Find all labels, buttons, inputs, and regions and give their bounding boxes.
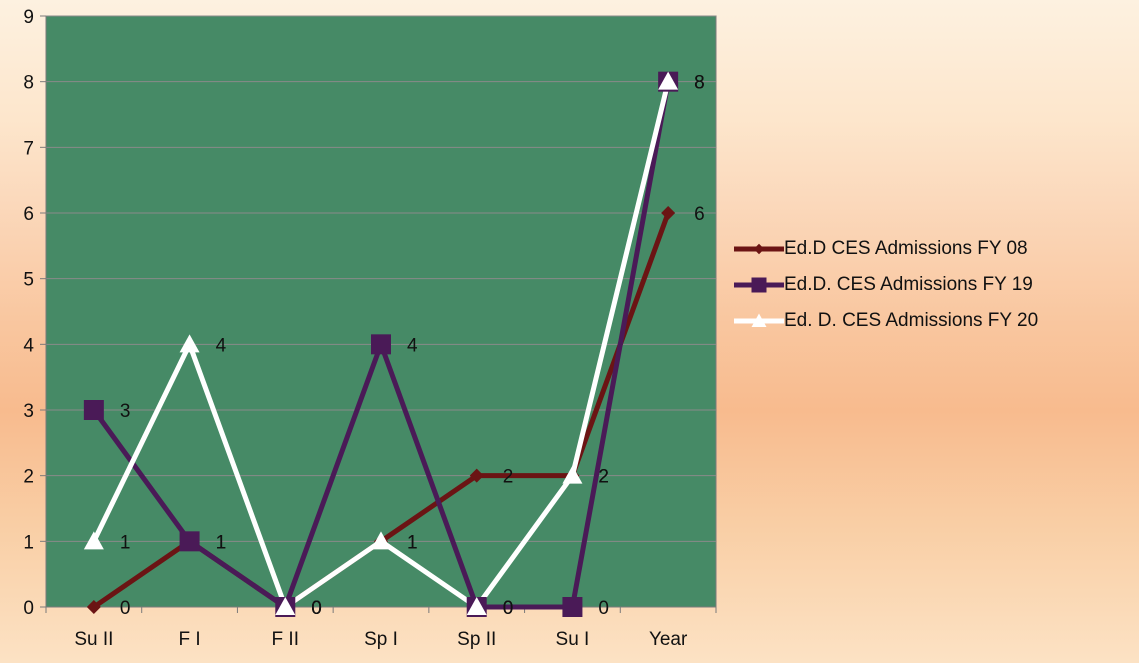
legend-swatch-fy20 <box>734 313 784 327</box>
data-label: 0 <box>311 598 322 619</box>
data-label: 0 <box>503 598 514 619</box>
data-label: 1 <box>407 532 418 553</box>
data-label: 6 <box>694 204 705 225</box>
data-label: 1 <box>216 532 227 553</box>
y-tick-label: 7 <box>23 138 34 159</box>
data-label: 0 <box>598 598 609 619</box>
legend-label-fy20: Ed. D. CES Admissions FY 20 <box>784 310 1039 331</box>
legend: Ed.D CES Admissions FY 08 Ed.D. CES Admi… <box>734 236 1134 344</box>
marker-square <box>371 334 391 355</box>
y-tick-label: 2 <box>23 467 34 488</box>
data-label: 3 <box>120 401 131 422</box>
marker-triangle <box>658 71 679 90</box>
marker-square <box>562 597 583 617</box>
marker-square <box>751 277 767 293</box>
legend-swatch-fy19 <box>734 277 784 293</box>
marker-square <box>83 400 104 420</box>
data-label: 4 <box>216 335 227 356</box>
y-tick-label: 8 <box>23 73 34 94</box>
marker-diamond <box>753 243 765 255</box>
marker-triangle <box>466 597 487 615</box>
data-label: 0 <box>120 598 131 619</box>
y-tick-label: 6 <box>23 204 34 225</box>
y-tick-label: 3 <box>23 401 34 422</box>
data-label: 2 <box>598 467 609 488</box>
legend-item-fy08: Ed.D CES Admissions FY 08 <box>734 236 1134 262</box>
y-tick-label: 1 <box>23 532 34 553</box>
legend-label-fy08: Ed.D CES Admissions FY 08 <box>784 238 1028 259</box>
legend-label-fy19: Ed.D. CES Admissions FY 19 <box>784 274 1033 295</box>
data-label: 8 <box>694 73 705 94</box>
y-tick-label: 9 <box>23 7 34 28</box>
x-tick-label: Sp II <box>457 629 496 650</box>
marker-diamond <box>469 468 484 483</box>
y-tick-label: 0 <box>23 598 34 619</box>
marker-diamond <box>661 206 676 220</box>
data-label: 1 <box>407 532 418 553</box>
data-label: 0 <box>311 598 322 619</box>
x-axis: Su II F I F II Sp I Sp II Su I Year <box>45 606 717 650</box>
plot-area <box>45 15 717 608</box>
legend-item-fy20: Ed. D. CES Admissions FY 20 <box>734 308 1134 334</box>
data-label: 4 <box>407 335 418 356</box>
x-tick-label: Year <box>649 629 688 650</box>
data-label: 1 <box>216 532 227 553</box>
x-tick-label: Sp I <box>364 629 398 650</box>
marker-triangle <box>275 597 296 615</box>
series-markers <box>83 71 679 617</box>
marker-diamond <box>86 600 101 614</box>
marker-triangle <box>371 531 391 550</box>
x-tick-label: Su II <box>74 629 113 650</box>
marker-triangle <box>562 465 583 484</box>
y-tick-label: 5 <box>23 270 34 291</box>
marker-triangle <box>179 334 200 353</box>
y-axis: 0 1 2 3 4 5 6 7 8 9 <box>23 7 47 619</box>
x-tick-label: Su I <box>556 629 590 650</box>
legend-swatch-fy08 <box>734 243 784 255</box>
data-label: 0 <box>311 598 322 619</box>
marker-square <box>179 531 200 552</box>
marker-triangle <box>751 313 767 327</box>
marker-triangle <box>83 531 104 550</box>
data-label: 0 <box>503 598 514 619</box>
legend-item-fy19: Ed.D. CES Admissions FY 19 <box>734 272 1134 298</box>
data-label: 8 <box>694 73 705 94</box>
x-tick-label: F II <box>272 629 299 650</box>
x-tick-label: F I <box>178 629 200 650</box>
data-label: 1 <box>120 532 131 553</box>
data-label: 2 <box>503 467 514 488</box>
data-label: 2 <box>598 467 609 488</box>
y-tick-label: 4 <box>23 335 34 356</box>
